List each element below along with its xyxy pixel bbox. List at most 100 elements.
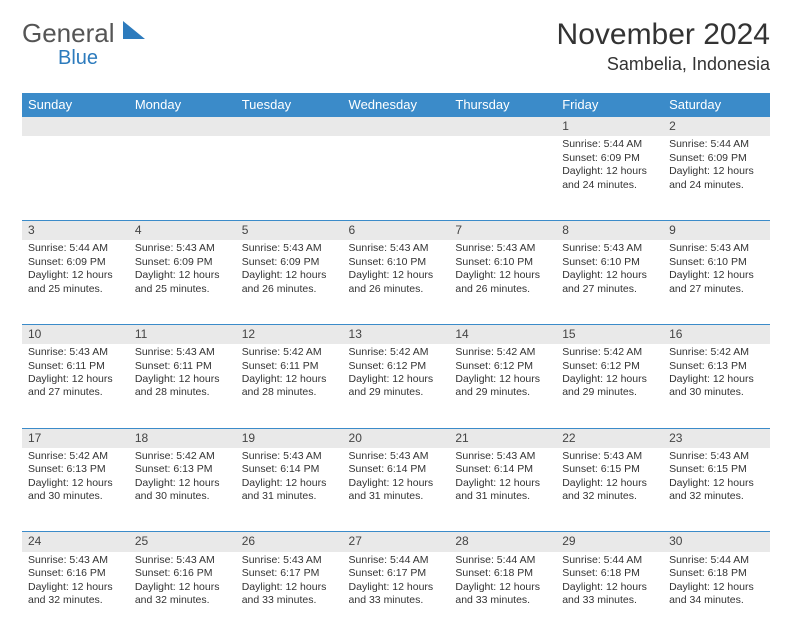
day-number-cell: 16 bbox=[663, 324, 770, 344]
day-cell: Sunrise: 5:44 AMSunset: 6:18 PMDaylight:… bbox=[449, 552, 556, 636]
sunrise-line: Sunrise: 5:42 AM bbox=[455, 346, 550, 359]
day-number-cell: 27 bbox=[343, 532, 450, 552]
day-cell: Sunrise: 5:43 AMSunset: 6:14 PMDaylight:… bbox=[343, 448, 450, 532]
day-cell: Sunrise: 5:42 AMSunset: 6:12 PMDaylight:… bbox=[556, 344, 663, 428]
daylight-line: Daylight: 12 hours and 32 minutes. bbox=[135, 581, 230, 608]
sunset-line: Sunset: 6:12 PM bbox=[349, 360, 444, 373]
day-number-row: 12 bbox=[22, 117, 770, 137]
sunset-line: Sunset: 6:15 PM bbox=[669, 463, 764, 476]
sunrise-line: Sunrise: 5:44 AM bbox=[562, 138, 657, 151]
day-number-cell bbox=[343, 117, 450, 137]
sunrise-line: Sunrise: 5:44 AM bbox=[669, 554, 764, 567]
sunset-line: Sunset: 6:09 PM bbox=[242, 256, 337, 269]
day-cell: Sunrise: 5:44 AMSunset: 6:09 PMDaylight:… bbox=[22, 240, 129, 324]
day-number-cell: 30 bbox=[663, 532, 770, 552]
sunrise-line: Sunrise: 5:43 AM bbox=[135, 346, 230, 359]
day-cell: Sunrise: 5:44 AMSunset: 6:09 PMDaylight:… bbox=[556, 136, 663, 220]
month-title: November 2024 bbox=[557, 18, 770, 52]
day-number-cell: 29 bbox=[556, 532, 663, 552]
day-number-cell: 22 bbox=[556, 428, 663, 448]
daylight-line: Daylight: 12 hours and 33 minutes. bbox=[562, 581, 657, 608]
sunrise-line: Sunrise: 5:43 AM bbox=[135, 242, 230, 255]
day-number-cell: 19 bbox=[236, 428, 343, 448]
sunrise-line: Sunrise: 5:43 AM bbox=[669, 450, 764, 463]
daylight-line: Daylight: 12 hours and 31 minutes. bbox=[455, 477, 550, 504]
day-cell: Sunrise: 5:42 AMSunset: 6:13 PMDaylight:… bbox=[129, 448, 236, 532]
sunrise-line: Sunrise: 5:44 AM bbox=[349, 554, 444, 567]
sunrise-line: Sunrise: 5:44 AM bbox=[455, 554, 550, 567]
day-cell bbox=[449, 136, 556, 220]
day-cell: Sunrise: 5:43 AMSunset: 6:09 PMDaylight:… bbox=[129, 240, 236, 324]
daylight-line: Daylight: 12 hours and 31 minutes. bbox=[349, 477, 444, 504]
day-number-cell: 4 bbox=[129, 220, 236, 240]
day-content-row: Sunrise: 5:42 AMSunset: 6:13 PMDaylight:… bbox=[22, 448, 770, 532]
day-number-cell: 23 bbox=[663, 428, 770, 448]
day-content-row: Sunrise: 5:43 AMSunset: 6:11 PMDaylight:… bbox=[22, 344, 770, 428]
sunset-line: Sunset: 6:10 PM bbox=[562, 256, 657, 269]
day-number-cell: 15 bbox=[556, 324, 663, 344]
sunset-line: Sunset: 6:14 PM bbox=[455, 463, 550, 476]
sunrise-line: Sunrise: 5:42 AM bbox=[135, 450, 230, 463]
day-cell: Sunrise: 5:43 AMSunset: 6:11 PMDaylight:… bbox=[22, 344, 129, 428]
daylight-line: Daylight: 12 hours and 32 minutes. bbox=[669, 477, 764, 504]
header-saturday: Saturday bbox=[663, 93, 770, 117]
daylight-line: Daylight: 12 hours and 24 minutes. bbox=[562, 165, 657, 192]
day-cell: Sunrise: 5:42 AMSunset: 6:13 PMDaylight:… bbox=[663, 344, 770, 428]
day-cell: Sunrise: 5:43 AMSunset: 6:15 PMDaylight:… bbox=[663, 448, 770, 532]
day-number-cell: 26 bbox=[236, 532, 343, 552]
daylight-line: Daylight: 12 hours and 27 minutes. bbox=[28, 373, 123, 400]
daylight-line: Daylight: 12 hours and 27 minutes. bbox=[562, 269, 657, 296]
daylight-line: Daylight: 12 hours and 26 minutes. bbox=[242, 269, 337, 296]
logo-sail-icon bbox=[123, 21, 145, 39]
sunrise-line: Sunrise: 5:43 AM bbox=[349, 242, 444, 255]
sunrise-line: Sunrise: 5:42 AM bbox=[242, 346, 337, 359]
day-cell: Sunrise: 5:42 AMSunset: 6:12 PMDaylight:… bbox=[343, 344, 450, 428]
day-number-cell: 28 bbox=[449, 532, 556, 552]
sunset-line: Sunset: 6:09 PM bbox=[135, 256, 230, 269]
day-cell: Sunrise: 5:44 AMSunset: 6:18 PMDaylight:… bbox=[556, 552, 663, 636]
sunrise-line: Sunrise: 5:44 AM bbox=[669, 138, 764, 151]
sunset-line: Sunset: 6:15 PM bbox=[562, 463, 657, 476]
sunset-line: Sunset: 6:09 PM bbox=[669, 152, 764, 165]
header: General Blue November 2024 Sambelia, Ind… bbox=[22, 18, 770, 75]
header-sunday: Sunday bbox=[22, 93, 129, 117]
daylight-line: Daylight: 12 hours and 32 minutes. bbox=[562, 477, 657, 504]
sunset-line: Sunset: 6:14 PM bbox=[349, 463, 444, 476]
day-number-cell bbox=[22, 117, 129, 137]
sunrise-line: Sunrise: 5:43 AM bbox=[242, 450, 337, 463]
sunset-line: Sunset: 6:10 PM bbox=[455, 256, 550, 269]
daylight-line: Daylight: 12 hours and 28 minutes. bbox=[135, 373, 230, 400]
daylight-line: Daylight: 12 hours and 31 minutes. bbox=[242, 477, 337, 504]
day-number-cell: 17 bbox=[22, 428, 129, 448]
header-wednesday: Wednesday bbox=[343, 93, 450, 117]
sunrise-line: Sunrise: 5:43 AM bbox=[28, 346, 123, 359]
daylight-line: Daylight: 12 hours and 33 minutes. bbox=[242, 581, 337, 608]
day-cell bbox=[343, 136, 450, 220]
daylight-line: Daylight: 12 hours and 30 minutes. bbox=[28, 477, 123, 504]
sunset-line: Sunset: 6:14 PM bbox=[242, 463, 337, 476]
day-cell: Sunrise: 5:43 AMSunset: 6:17 PMDaylight:… bbox=[236, 552, 343, 636]
day-number-cell: 25 bbox=[129, 532, 236, 552]
sunrise-line: Sunrise: 5:43 AM bbox=[455, 450, 550, 463]
day-number-row: 10111213141516 bbox=[22, 324, 770, 344]
calendar-table: Sunday Monday Tuesday Wednesday Thursday… bbox=[22, 93, 770, 636]
daylight-line: Daylight: 12 hours and 29 minutes. bbox=[455, 373, 550, 400]
sunset-line: Sunset: 6:18 PM bbox=[455, 567, 550, 580]
day-cell: Sunrise: 5:43 AMSunset: 6:10 PMDaylight:… bbox=[556, 240, 663, 324]
day-cell: Sunrise: 5:42 AMSunset: 6:12 PMDaylight:… bbox=[449, 344, 556, 428]
sunrise-line: Sunrise: 5:42 AM bbox=[669, 346, 764, 359]
day-cell: Sunrise: 5:43 AMSunset: 6:10 PMDaylight:… bbox=[449, 240, 556, 324]
sunset-line: Sunset: 6:17 PM bbox=[349, 567, 444, 580]
day-cell: Sunrise: 5:44 AMSunset: 6:09 PMDaylight:… bbox=[663, 136, 770, 220]
sunrise-line: Sunrise: 5:44 AM bbox=[562, 554, 657, 567]
daylight-line: Daylight: 12 hours and 28 minutes. bbox=[242, 373, 337, 400]
day-cell: Sunrise: 5:42 AMSunset: 6:11 PMDaylight:… bbox=[236, 344, 343, 428]
day-number-cell: 24 bbox=[22, 532, 129, 552]
day-number-cell: 10 bbox=[22, 324, 129, 344]
day-number-cell: 14 bbox=[449, 324, 556, 344]
sunrise-line: Sunrise: 5:44 AM bbox=[28, 242, 123, 255]
daylight-line: Daylight: 12 hours and 30 minutes. bbox=[135, 477, 230, 504]
day-number-cell: 6 bbox=[343, 220, 450, 240]
sunrise-line: Sunrise: 5:43 AM bbox=[455, 242, 550, 255]
sunrise-line: Sunrise: 5:42 AM bbox=[28, 450, 123, 463]
